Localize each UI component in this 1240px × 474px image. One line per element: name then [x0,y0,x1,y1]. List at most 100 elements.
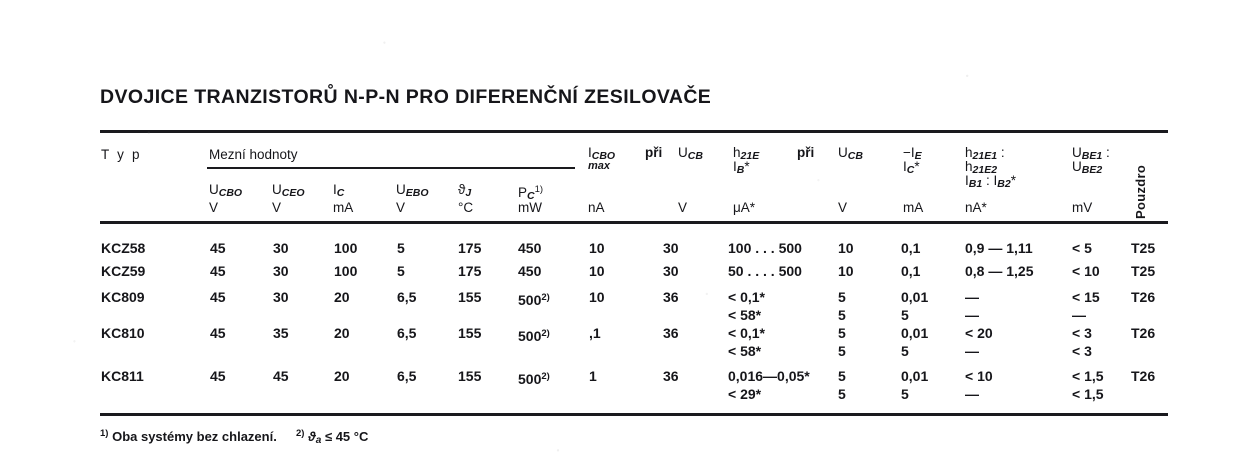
cell-h21ratio-line2: — [965,343,979,359]
ic-subscript: C [336,187,345,199]
column-header-ube2: UBE2 [1072,160,1102,177]
cell-typ: KC810 [101,325,145,341]
typ-label: T y p [101,147,142,162]
cell-pouzdro: T26 [1131,289,1156,305]
unit-icbo: nA [588,200,605,215]
cell-h21ratio: — [965,289,979,305]
pc-footnote-marker: 1) [534,184,544,195]
ib1-subscript: B1 [968,178,983,190]
cell-ucb1: 36 [663,325,679,341]
cell-ucbo: 45 [210,240,226,256]
cell-typ: KCZ58 [101,240,146,256]
cell-h21e-line2: < 58* [728,343,762,359]
ib-subscript: B [736,164,745,176]
cell-h21e: 0,016—0,05* [728,368,810,384]
column-group-header-mezni-hodnoty: Mezní hodnoty [209,148,298,162]
unit-ucbo: V [209,200,219,215]
ie-symbol: −I [903,145,915,160]
cell-tj: 175 [458,240,482,256]
cell-h21ratio-line2: — [965,307,979,323]
cell-h21ratio: < 10 [965,368,993,384]
cell-ucb2: 10 [838,240,854,256]
ib-symbol: I [733,159,737,174]
ib1-ib2-star: * [1010,173,1016,188]
ic2-subscript: C [906,164,915,176]
cell-ucb1: 36 [663,368,679,384]
footnote-2: 2) ϑa ≤ 45 °C [296,428,368,446]
cell-uceo: 30 [273,240,289,256]
cell-pc: 5002) [518,292,550,308]
cell-uebo: 6,5 [397,289,417,305]
ube1-colon: : [1105,145,1110,160]
table-top-rule [100,130,1168,133]
cell-ie-line2: 5 [901,343,909,359]
unit-h21e: μA* [733,200,756,215]
unit-ube: mV [1072,200,1093,215]
h21e-symbol: h [733,145,741,160]
cell-ie: 0,1 [901,263,921,279]
ucb2-symbol: U [838,145,848,160]
cell-h21e-line2: < 58* [728,307,762,323]
cell-ic: 100 [334,263,358,279]
cell-ucbo: 45 [210,263,226,279]
cell-ucb1: 30 [663,240,679,256]
column-header-pc: PC1) [518,183,543,203]
cell-uceo: 45 [273,368,289,384]
ucbo-symbol: U [209,182,219,197]
ic2-star: * [914,159,920,174]
icbo-subscript: CBO [591,150,616,162]
theta-subscript: J [465,187,472,199]
mezni-hodnoty-rule [207,167,575,169]
cell-ucbo: 45 [210,289,226,305]
column-header-ie: −IE [903,146,922,163]
footnote-2-marker: 2) [296,428,305,439]
cell-tj: 155 [458,289,482,305]
cell-typ: KCZ59 [101,263,146,279]
cell-ucb1: 36 [663,289,679,305]
cell-ie: 0,1 [901,240,921,256]
cell-icbo: 10 [589,289,605,305]
unit-ie: mA [903,200,924,215]
footnote-2-symbol-subscript: a [315,435,322,446]
cell-ucbo: 45 [210,325,226,341]
column-header-h21e1: h21E1 : [965,146,1005,163]
h21e1-subscript: 21E1 [972,150,998,162]
cell-ube-line2: < 1,5 [1072,386,1104,402]
cell-uceo: 30 [273,263,289,279]
pc-footnote-marker: 2) [541,292,550,303]
ib2-subscript: B2 [997,178,1011,190]
cell-ucb2-line2: 5 [838,307,846,323]
column-header-pouzdro: Pouzdro [1133,164,1148,219]
cell-ic: 100 [334,240,358,256]
cell-pc: 450 [518,263,542,279]
uebo-subscript: EBO [405,187,429,199]
cell-h21e: 50 . . . . 500 [728,263,802,279]
unit-uceo: V [272,200,282,215]
ie-subscript: E [914,150,922,162]
cell-typ: KC811 [101,368,144,384]
column-header-ib1-ib2: IB1 : IB2* [965,174,1016,191]
uceo-subscript: CEO [281,187,305,199]
cell-uebo: 5 [397,263,405,279]
h21e2-symbol: h [965,159,973,174]
column-header-theta-j: ϑJ [458,183,471,200]
column-header-ucb-1: UCB [678,146,703,163]
unit-pc: mW [518,200,542,215]
cell-typ: KC809 [101,289,145,305]
cell-h21ratio: 0,9 — 1,11 [965,240,1033,256]
table-bottom-rule [100,413,1168,416]
page-title: DVOJICE TRANZISTORŮ N-P-N PRO DIFERENČNÍ… [100,86,712,108]
h21e-subscript: 21E [740,150,760,162]
h21e1-colon: : [1000,145,1005,160]
cell-ube: < 10 [1072,263,1100,279]
cell-ube-line2: < 3 [1072,343,1092,359]
column-header-ube1: UBE1 : [1072,146,1110,163]
ucb2-subscript: CB [847,150,863,162]
footnote-1-text: Oba systémy bez chlazení. [112,429,277,444]
cell-h21e: < 0,1* [728,289,765,305]
column-header-icbo-max: max [588,160,611,172]
column-header-ib: IB* [733,160,750,177]
ube2-symbol: U [1072,159,1082,174]
cell-tj: 155 [458,368,482,384]
